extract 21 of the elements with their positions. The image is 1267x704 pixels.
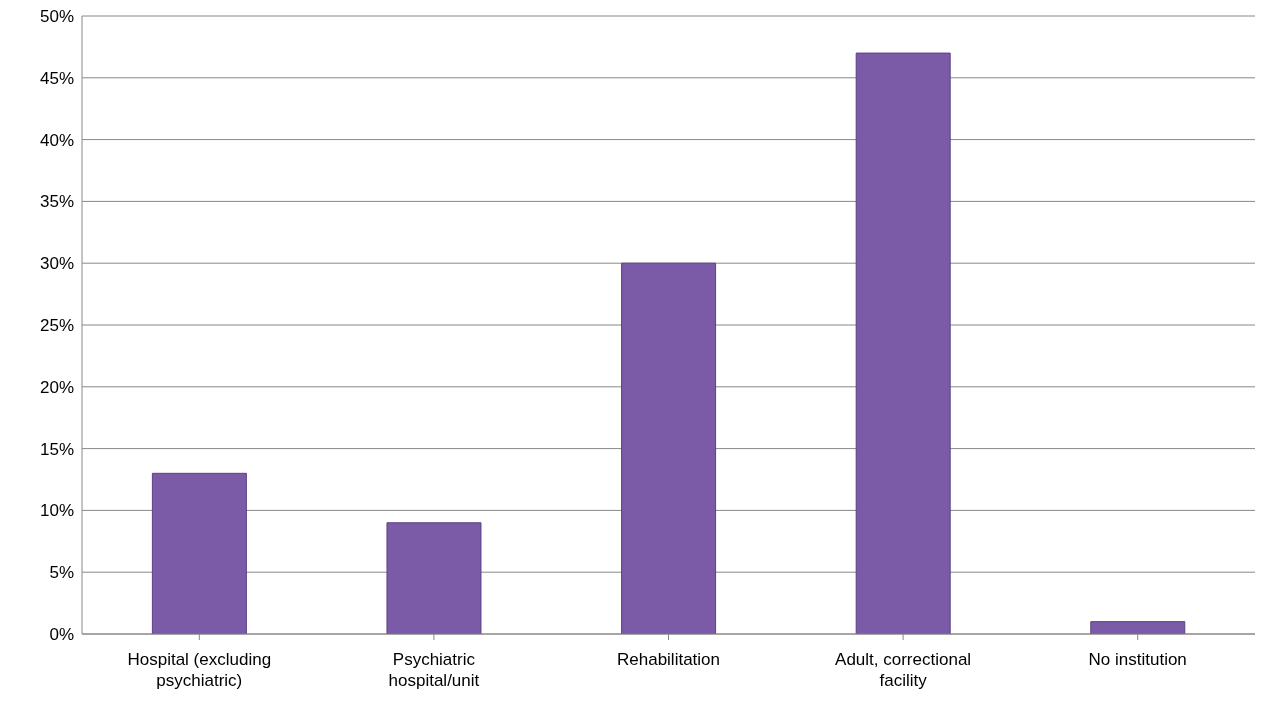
bar	[1090, 621, 1186, 634]
x-tick-label: No institution	[1088, 650, 1187, 670]
y-tick-label: 35%	[39, 192, 74, 212]
bar	[855, 52, 951, 634]
y-tick-label: 30%	[39, 254, 74, 274]
bar	[621, 262, 717, 634]
y-tick-label: 50%	[39, 7, 74, 27]
y-tick-label: 40%	[39, 130, 74, 150]
x-tick-label: Rehabilitation	[616, 650, 721, 670]
bar	[386, 522, 482, 634]
y-tick-label: 10%	[39, 501, 74, 521]
x-tick-label: Hospital (excluding psychiatric)	[127, 650, 272, 690]
x-tick-label: Psychiatric hospital/unit	[388, 650, 480, 690]
y-tick-label: 15%	[39, 439, 74, 459]
y-tick-label: 0%	[49, 625, 74, 645]
y-tick-label: 20%	[39, 377, 74, 397]
y-tick-label: 5%	[49, 563, 74, 583]
y-tick-label: 25%	[39, 316, 74, 336]
x-tick-label: Adult, correctional facility	[835, 650, 972, 690]
bar	[151, 472, 247, 634]
y-tick-label: 45%	[39, 68, 74, 88]
